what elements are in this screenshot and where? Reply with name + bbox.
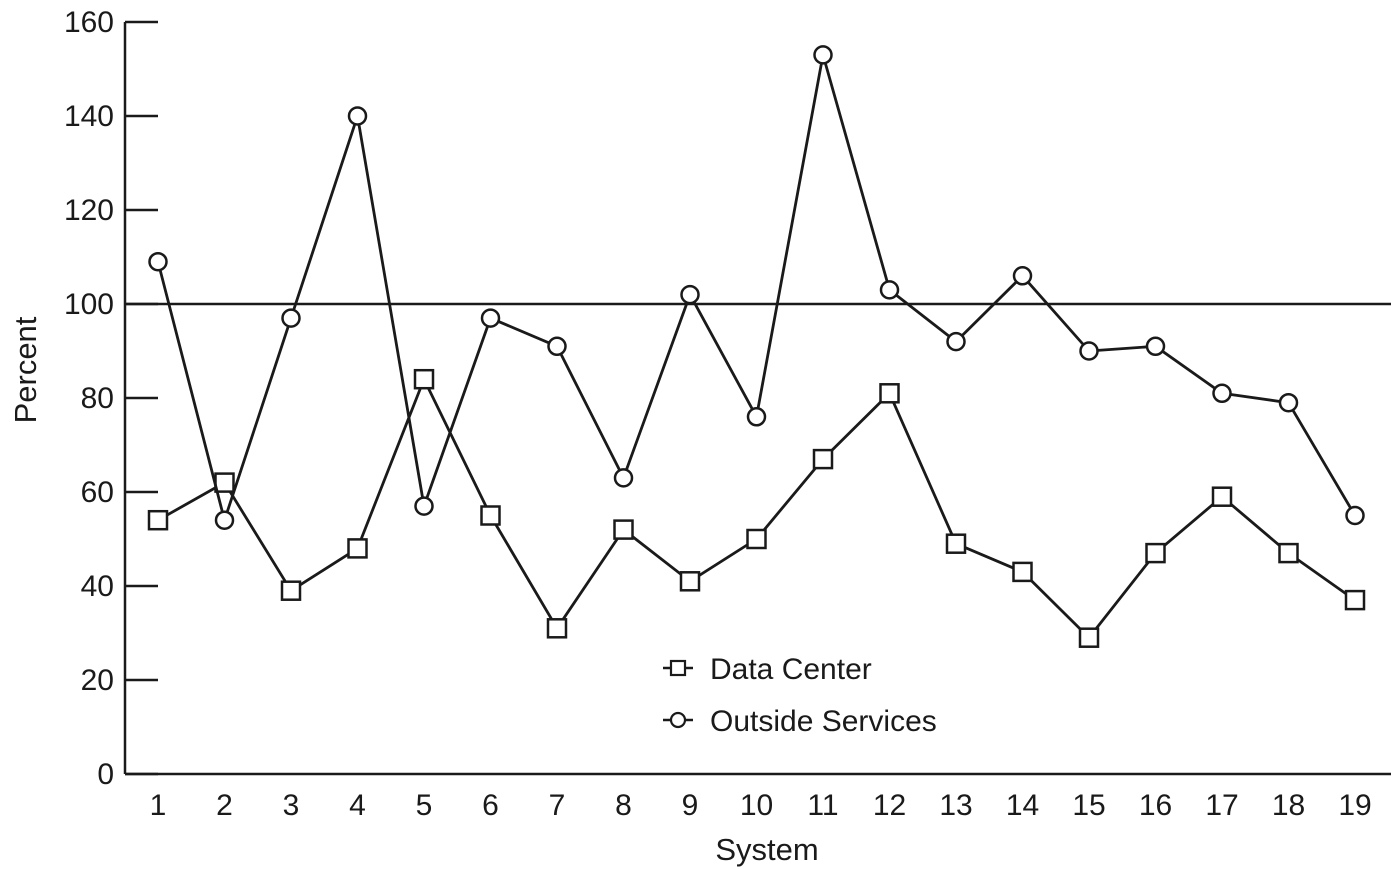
series-data-center [147,368,1366,648]
legend-label-outside-services: Outside Services [710,705,937,738]
y-tick-label: 40 [81,570,114,603]
point-data-center [812,448,834,470]
y-tick-label: 0 [97,758,114,791]
point-data-center [214,472,235,493]
y-tick-label: 20 [81,664,114,697]
x-tick-label: 4 [349,789,366,822]
y-tick-label: 60 [81,476,114,509]
point-data-center [1078,627,1100,648]
x-tick-label: 7 [549,789,566,822]
legend: Data Center Outside Services [663,653,937,738]
point-outside-services [680,284,700,305]
x-tick-label: 11 [807,789,838,822]
x-tick-label: 17 [1205,789,1238,822]
point-outside-services [613,468,634,488]
point-outside-services [1012,266,1033,286]
series-outside-services [148,45,1365,530]
point-data-center [413,368,435,390]
x-tick-label: 2 [216,789,233,822]
x-ticks: 1 2 3 4 5 6 7 8 9 10 11 12 13 14 15 16 17 18 19 [150,789,1372,822]
x-tick-label: 16 [1139,789,1172,822]
x-tick-label: 5 [416,789,433,822]
point-outside-services [1212,383,1232,404]
point-outside-services [1145,336,1166,357]
point-data-center [147,509,169,531]
point-outside-services [148,251,168,272]
x-tick-label: 8 [615,789,632,822]
y-tick-label: 80 [81,382,114,415]
point-data-center [1145,542,1166,564]
x-axis-title: System [715,832,818,867]
point-outside-services [547,336,567,357]
point-outside-services [281,308,301,328]
y-tick-label: 140 [64,100,114,133]
point-outside-services [746,407,767,427]
point-outside-services [1079,341,1099,361]
legend-label-data-center: Data Center [710,653,872,686]
point-data-center [945,533,967,554]
point-data-center [347,538,368,559]
point-outside-services [214,510,235,530]
legend-marker-data-center [669,659,687,677]
point-data-center [613,519,634,540]
point-data-center [1012,561,1033,583]
point-outside-services [1345,505,1365,526]
x-tick-label: 10 [740,789,773,822]
point-outside-services [347,106,368,126]
x-tick-label: 1 [150,789,167,822]
y-axis-title: Percent [8,316,43,423]
point-outside-services [813,45,833,65]
y-tick-label: 100 [64,288,114,321]
point-data-center [546,618,568,639]
x-tick-label: 15 [1072,789,1105,822]
point-data-center [679,571,701,592]
point-data-center [879,383,900,404]
point-data-center [746,528,767,550]
x-tick-label: 12 [873,789,906,822]
point-data-center [480,505,501,526]
x-tick-label: 6 [482,789,499,822]
x-tick-label: 19 [1338,789,1371,822]
point-data-center [280,580,302,601]
point-data-center [1278,542,1299,564]
x-tick-label: 14 [1006,789,1039,822]
point-outside-services [1278,392,1299,413]
point-outside-services [946,331,966,352]
y-tick-label: 160 [64,6,114,39]
point-outside-services [879,280,900,300]
series-layer [147,45,1366,648]
x-tick-label: 18 [1272,789,1305,822]
point-data-center [1344,589,1366,611]
x-tick-label: 3 [283,789,300,822]
x-tick-label: 9 [682,789,699,822]
series-line-outside-services [156,53,1357,522]
y-ticks: 0 20 40 60 80 100 120 140 160 [64,6,158,791]
legend-marker-outside-services [669,711,687,729]
point-data-center [1211,486,1233,507]
x-tick-label: 13 [939,789,972,822]
point-outside-services [414,496,434,516]
y-tick-label: 120 [64,194,114,227]
point-outside-services [480,308,501,328]
